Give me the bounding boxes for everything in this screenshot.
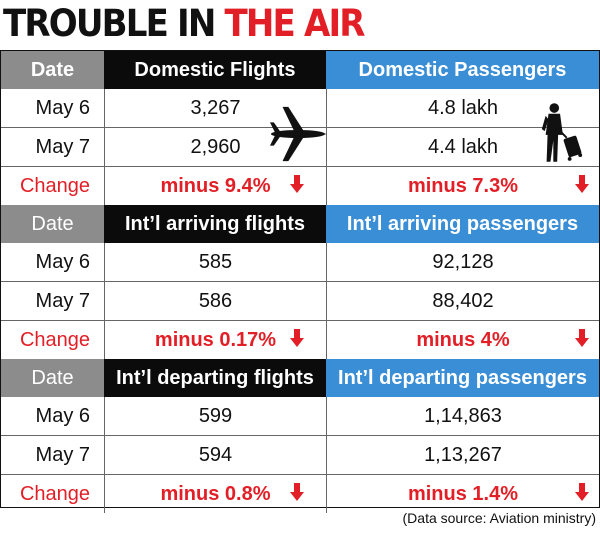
change-label: Change [19,328,90,351]
row-flights: 585 [104,243,326,281]
change-row: Change minus 0.8% minus 1.4% [1,475,599,513]
row-passengers: 4.4 lakh [326,128,599,166]
down-arrow-icon [290,175,304,193]
header-date: Date [1,359,104,397]
change-row: Change minus 9.4% minus 7.3% [1,167,599,205]
traveller-with-luggage-icon [541,103,583,162]
row-date: May 7 [35,289,90,312]
table-row: May 6 585 92,128 [1,243,599,281]
row-date: May 7 [35,443,90,466]
row-passengers: 4.8 lakh [326,89,599,127]
title-part-1: TROUBLE IN [3,2,225,45]
section-header-domestic: Date Domestic Flights Domestic Passenger… [1,51,599,89]
change-passengers: minus 4% [326,321,599,359]
header-arriving-flights: Int’l arriving flights [104,205,326,243]
header-date: Date [1,205,104,243]
row-flights: 586 [104,282,326,320]
page-title: TROUBLE IN THE AIR [3,0,366,48]
table-row: May 7 2,960 4.4 lakh [1,128,599,166]
header-departing-flights: Int’l departing flights [104,359,326,397]
table-row: May 6 3,267 4.8 lakh [1,89,599,127]
change-row: Change minus 0.17% minus 4% [1,321,599,359]
change-label: Change [19,482,90,505]
row-flights: 2,960 [104,128,326,166]
header-date: Date [1,51,104,89]
down-arrow-icon [575,175,589,193]
section-header-arriving: Date Int’l arriving flights Int’l arrivi… [1,205,599,243]
down-arrow-icon [290,329,304,347]
row-passengers: 1,14,863 [326,397,599,435]
header-departing-passengers: Int’l departing passengers [326,359,599,397]
row-passengers: 1,13,267 [326,436,599,474]
change-flights: minus 0.17% [104,321,326,359]
down-arrow-icon [290,483,304,501]
change-flights: minus 9.4% [104,167,326,205]
header-domestic-flights: Domestic Flights [104,51,326,89]
down-arrow-icon [575,483,589,501]
row-flights: 599 [104,397,326,435]
down-arrow-icon [575,329,589,347]
airplane-icon [269,106,327,162]
header-domestic-passengers: Domestic Passengers [326,51,599,89]
change-passengers: minus 7.3% [326,167,599,205]
section-header-departing: Date Int’l departing flights Int’l depar… [1,359,599,397]
title-part-2: THE AIR [224,2,366,45]
table-row: May 7 586 88,402 [1,282,599,320]
row-passengers: 92,128 [326,243,599,281]
change-passengers: minus 1.4% [326,475,599,513]
row-date: May 6 [35,404,90,427]
row-flights: 3,267 [104,89,326,127]
data-source-note: (Data source: Aviation ministry) [402,510,596,526]
row-passengers: 88,402 [326,282,599,320]
table-row: May 6 599 1,14,863 [1,397,599,435]
row-date: May 6 [35,96,90,119]
header-arriving-passengers: Int’l arriving passengers [326,205,599,243]
table-row: May 7 594 1,13,267 [1,436,599,474]
change-label: Change [19,174,90,197]
row-date: May 6 [35,250,90,273]
row-flights: 594 [104,436,326,474]
stats-table: Date Domestic Flights Domestic Passenger… [0,50,600,513]
row-date: May 7 [35,135,90,158]
change-flights: minus 0.8% [104,475,326,513]
